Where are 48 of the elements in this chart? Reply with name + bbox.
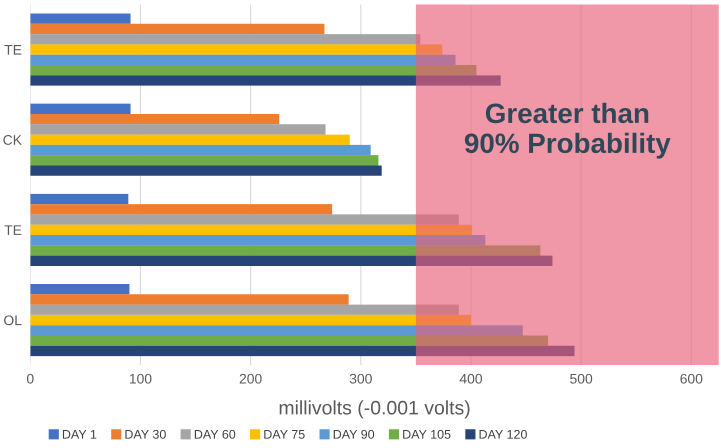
x-tick-label: 400 <box>460 374 482 384</box>
bar <box>30 256 552 266</box>
legend-label: DAY 30 <box>125 430 166 439</box>
legend-label: DAY 105 <box>403 430 450 439</box>
y-tick-label: TE <box>4 225 22 235</box>
bar <box>30 325 523 336</box>
y-tick-label: TE <box>4 45 22 55</box>
x-tick-label: 100 <box>130 374 152 384</box>
x-tick-label: 200 <box>240 374 262 384</box>
legend-label: DAY 1 <box>62 430 96 439</box>
bar <box>30 114 280 124</box>
legend-label: DAY 75 <box>264 430 305 439</box>
bar <box>30 44 442 55</box>
bar <box>30 13 131 24</box>
bar <box>30 235 486 246</box>
y-tick-label: CK <box>3 135 22 145</box>
bar <box>30 204 332 214</box>
bar <box>30 245 540 256</box>
bar <box>30 335 548 346</box>
bar <box>30 346 575 356</box>
bar <box>30 294 349 305</box>
bar <box>30 284 130 294</box>
bar <box>30 304 459 315</box>
bar <box>30 75 501 86</box>
x-tick-label: 300 <box>350 374 372 384</box>
legend-label: DAY 60 <box>194 430 236 439</box>
x-tick-label: 500 <box>570 374 592 384</box>
bar <box>30 24 324 34</box>
bar <box>30 134 350 145</box>
bar <box>30 314 471 326</box>
x-axis-title: millivolts (-0.001 volts) <box>280 400 470 418</box>
bar <box>30 104 131 114</box>
bar <box>30 144 371 156</box>
legend-label: DAY 90 <box>334 430 374 439</box>
bar <box>30 214 459 225</box>
y-tick-label: OL <box>4 315 22 326</box>
bar <box>30 34 420 44</box>
bar <box>30 155 378 166</box>
bar <box>30 165 382 176</box>
bar <box>30 124 326 135</box>
bar <box>30 194 128 204</box>
bar <box>30 54 456 66</box>
x-tick-label: 0 <box>26 374 34 384</box>
bar <box>30 224 472 236</box>
legend-label: DAY 120 <box>480 430 527 439</box>
x-tick-label: 600 <box>680 374 702 384</box>
bar <box>30 65 476 76</box>
band-label: Greater than 90% Probability <box>464 102 671 159</box>
